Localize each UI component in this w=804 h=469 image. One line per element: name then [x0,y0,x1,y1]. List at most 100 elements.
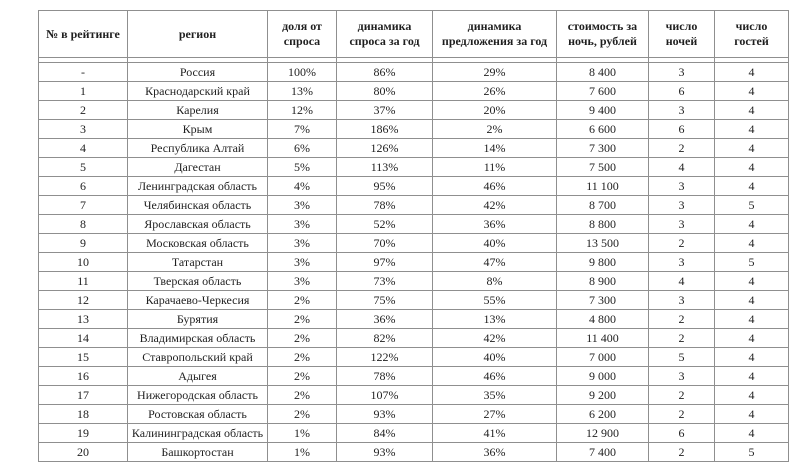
table-cell: 40% [432,233,557,253]
table-cell: 4 800 [556,309,649,329]
table-cell: 14% [432,138,557,158]
table-cell: Ростовская область [127,404,268,424]
table-row: 2 Карелия 12% 37% 20% 9 400 3 4 [38,100,789,120]
table-cell: 126% [336,138,433,158]
table-cell: 4 [714,233,789,253]
table-row: 16 Адыгея 2% 78% 46% 9 000 3 4 [38,366,789,386]
table-row: 10 Татарстан 3% 97% 47% 9 800 3 5 [38,252,789,272]
table-cell: 6 [38,176,128,196]
table-row: 5 Дагестан 5% 113% 11% 7 500 4 4 [38,157,789,177]
table-cell: 18 [38,404,128,424]
table-row: 8 Ярославская область 3% 52% 36% 8 800 3 4 [38,214,789,234]
table-cell: 20% [432,100,557,120]
table-cell: Карелия [127,100,268,120]
table-row: 17 Нижегородская область 2% 107% 35% 9 200 2 4 [38,385,789,405]
table-cell: 6 [648,81,715,101]
table-cell: 11 [38,271,128,291]
table-body: - Россия 100% 86% 29% 8 400 3 4 1 Краснодарский к… [38,57,789,462]
regions-rating-table: № в рейтинге регион доля от спроса динамика… [38,10,789,462]
table-row: 1 Краснодарский край 13% 80% 26% 7 600 6 4 [38,81,789,101]
table-cell: Ставропольский край [127,347,268,367]
table-cell: 1% [267,442,337,462]
table-cell: 3 [38,119,128,139]
table-cell: 3% [267,195,337,215]
table-cell: 4 [714,404,789,424]
table-cell: 3 [648,290,715,310]
table-cell: 3% [267,214,337,234]
table-cell: 4 [714,100,789,120]
table-cell: 29% [432,62,557,82]
table-cell: 19 [38,423,128,443]
table-cell: 13 [38,309,128,329]
table-cell: Республика Алтай [127,138,268,158]
table-cell: 1% [267,423,337,443]
table-cell: 9 800 [556,252,649,272]
table-cell: Татарстан [127,252,268,272]
table-row: - Россия 100% 86% 29% 8 400 3 4 [38,62,789,82]
table-cell: 7 300 [556,138,649,158]
table-row: 9 Московская область 3% 70% 40% 13 500 2 4 [38,233,789,253]
table-cell: 36% [432,442,557,462]
table-row: 6 Ленинградская область 4% 95% 46% 11 100 3 4 [38,176,789,196]
table-cell: 82% [336,328,433,348]
table-cell: Московская область [127,233,268,253]
table-cell: Адыгея [127,366,268,386]
table-cell: Крым [127,119,268,139]
column-header: стоимость за ночь, рублей [556,10,649,58]
table-cell: 4 [714,423,789,443]
table-cell: 73% [336,271,433,291]
table-cell: 9 400 [556,100,649,120]
table-cell: 52% [336,214,433,234]
table-cell: 5 [714,195,789,215]
table-cell: 78% [336,366,433,386]
table-cell: 9 000 [556,366,649,386]
table-cell: 11 400 [556,328,649,348]
table-cell: 42% [432,328,557,348]
table-cell: Ярославская область [127,214,268,234]
table-cell: 4 [38,138,128,158]
table-cell: - [38,62,128,82]
table-cell: 113% [336,157,433,177]
table-cell: 5 [714,442,789,462]
table-cell: Нижегородская область [127,385,268,405]
table-cell: 3 [648,195,715,215]
table-cell: 7 400 [556,442,649,462]
table-cell: 2 [648,138,715,158]
table-row: 19 Калининградская область 1% 84% 41% 12 900 6… [38,423,789,443]
column-header: доля от спроса [267,10,337,58]
table-row: 20 Башкортостан 1% 93% 36% 7 400 2 5 [38,442,789,462]
table-cell: 3 [648,252,715,272]
table-cell: 6 [648,119,715,139]
table-row: 4 Республика Алтай 6% 126% 14% 7 300 2 4 [38,138,789,158]
table-cell: 4 [714,347,789,367]
table-cell: 5 [714,252,789,272]
table-cell: 10 [38,252,128,272]
table-cell: 4% [267,176,337,196]
table-cell: 41% [432,423,557,443]
table-cell: 100% [267,62,337,82]
table-cell: 5 [648,347,715,367]
table-cell: 6 600 [556,119,649,139]
table-cell: 78% [336,195,433,215]
table-cell: 7 500 [556,157,649,177]
table-header: № в рейтинге регион доля от спроса динамика… [38,10,789,58]
table-cell: 3% [267,271,337,291]
table-cell: 36% [336,309,433,329]
table-cell: 7% [267,119,337,139]
table-cell: Россия [127,62,268,82]
table-row: 13 Бурятия 2% 36% 13% 4 800 2 4 [38,309,789,329]
table-cell: 7 300 [556,290,649,310]
table-cell: 13 500 [556,233,649,253]
table-cell: 4 [648,157,715,177]
table-cell: 15 [38,347,128,367]
table-cell: 84% [336,423,433,443]
table-cell: 12 900 [556,423,649,443]
header-row: № в рейтинге регион доля от спроса динамика… [38,10,789,58]
table-cell: 27% [432,404,557,424]
table-cell: 11% [432,157,557,177]
table-cell: 86% [336,62,433,82]
table-cell: 2 [648,309,715,329]
table-cell: 4 [714,214,789,234]
table-cell: 9 200 [556,385,649,405]
